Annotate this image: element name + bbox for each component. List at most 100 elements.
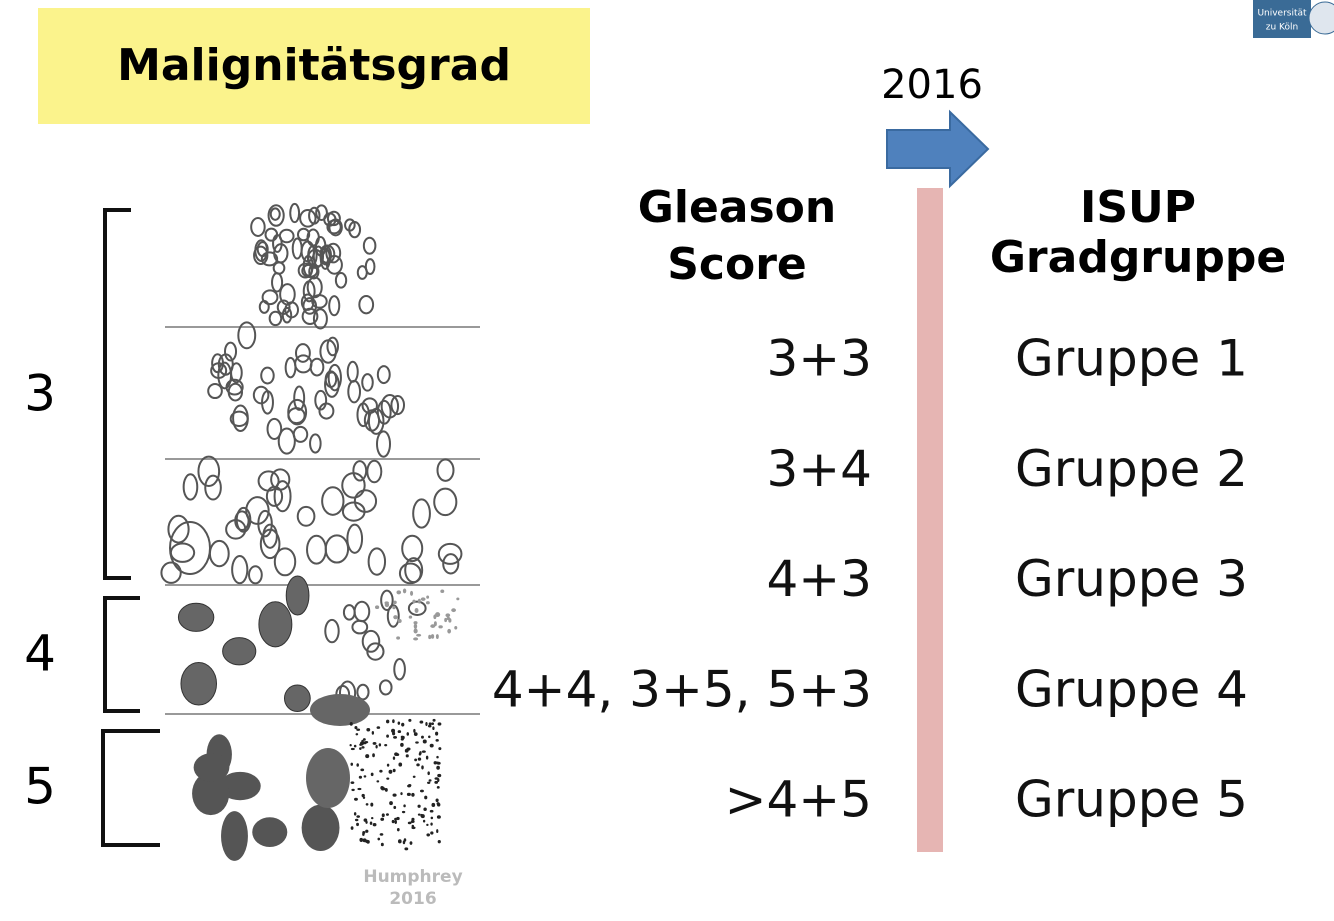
- gland: [397, 730, 402, 734]
- gland: [353, 744, 357, 748]
- bracket: [103, 208, 131, 580]
- gland: [211, 353, 224, 374]
- gland: [407, 821, 412, 825]
- gland: [362, 738, 366, 741]
- gland: [372, 753, 375, 758]
- gland: [357, 787, 362, 791]
- gland: [334, 271, 348, 289]
- logo-box: [1253, 0, 1311, 38]
- gland: [377, 837, 381, 841]
- gland: [437, 839, 441, 844]
- gland: [437, 773, 442, 778]
- gland: [436, 786, 440, 789]
- gland: [349, 721, 353, 726]
- gland: [375, 430, 392, 458]
- gland: [417, 757, 422, 761]
- gland: [380, 589, 394, 611]
- gland: [306, 748, 350, 808]
- gland: [285, 575, 310, 616]
- gland: [420, 597, 426, 601]
- gland: [356, 822, 359, 827]
- gland: [235, 506, 252, 533]
- isup-group: Gruppe 1: [1015, 330, 1248, 388]
- gland: [221, 811, 248, 861]
- gland: [432, 726, 435, 731]
- gland: [350, 826, 354, 830]
- gland: [224, 341, 238, 362]
- gland: [301, 263, 319, 278]
- gland: [407, 600, 427, 616]
- gland: [354, 725, 358, 730]
- gland: [412, 498, 431, 529]
- gland: [426, 595, 430, 599]
- gland: [379, 833, 384, 836]
- gland: [177, 602, 215, 632]
- gland: [232, 404, 249, 433]
- table-rows: 3+3 Gruppe 1 3+4 Gruppe 2 4+3 Gruppe 3 4+4, 3+…: [492, 330, 1248, 829]
- title-box: [38, 8, 590, 124]
- gland: [392, 719, 395, 724]
- bracket-label: 4: [24, 625, 56, 683]
- gland: [380, 817, 385, 821]
- gland: [413, 637, 419, 641]
- gland: [396, 590, 402, 595]
- gland: [425, 601, 430, 605]
- gland: [294, 343, 311, 363]
- gland: [353, 600, 371, 623]
- gland: [248, 565, 263, 585]
- gland: [193, 753, 230, 782]
- gland: [362, 236, 377, 255]
- gland: [182, 473, 199, 501]
- gland: [301, 307, 319, 325]
- gland: [378, 679, 393, 696]
- gland: [397, 618, 402, 623]
- gland: [356, 265, 368, 280]
- gland: [386, 734, 389, 738]
- gland: [423, 807, 427, 812]
- gland: [167, 514, 190, 544]
- gland: [400, 737, 404, 741]
- gland: [400, 792, 403, 796]
- gland: [400, 742, 404, 747]
- gleason-score: 4+3: [766, 550, 872, 608]
- gland: [327, 363, 342, 392]
- gland: [426, 833, 431, 837]
- gland: [428, 722, 432, 726]
- gland: [428, 735, 431, 739]
- logo: Universität zu Köln: [1253, 0, 1334, 38]
- gland: [400, 735, 404, 739]
- gland: [385, 719, 390, 724]
- gland: [411, 792, 415, 797]
- gland: [414, 758, 418, 762]
- gland: [321, 486, 345, 516]
- gland: [363, 775, 367, 778]
- gland: [324, 371, 340, 398]
- gland: [435, 798, 439, 803]
- gland: [326, 336, 339, 357]
- gland: [397, 721, 401, 725]
- isup-group: Gruppe 2: [1015, 440, 1248, 498]
- gland: [435, 612, 441, 618]
- gland: [421, 765, 424, 770]
- gland: [180, 661, 218, 706]
- gland: [429, 743, 434, 748]
- gland: [296, 227, 311, 242]
- gland: [365, 820, 368, 824]
- gland: [375, 744, 378, 749]
- gland: [314, 389, 328, 411]
- gland: [413, 621, 418, 625]
- gland: [412, 599, 416, 604]
- gland: [435, 634, 439, 639]
- gland: [381, 813, 385, 818]
- gland: [318, 402, 335, 420]
- gland: [390, 395, 406, 416]
- gland: [234, 510, 250, 532]
- bracket: [101, 729, 160, 847]
- gland: [356, 728, 361, 731]
- gland: [392, 768, 396, 773]
- gland: [427, 724, 432, 728]
- gland: [359, 747, 362, 751]
- gland: [301, 804, 340, 851]
- gland: [404, 847, 409, 851]
- gland: [393, 657, 406, 681]
